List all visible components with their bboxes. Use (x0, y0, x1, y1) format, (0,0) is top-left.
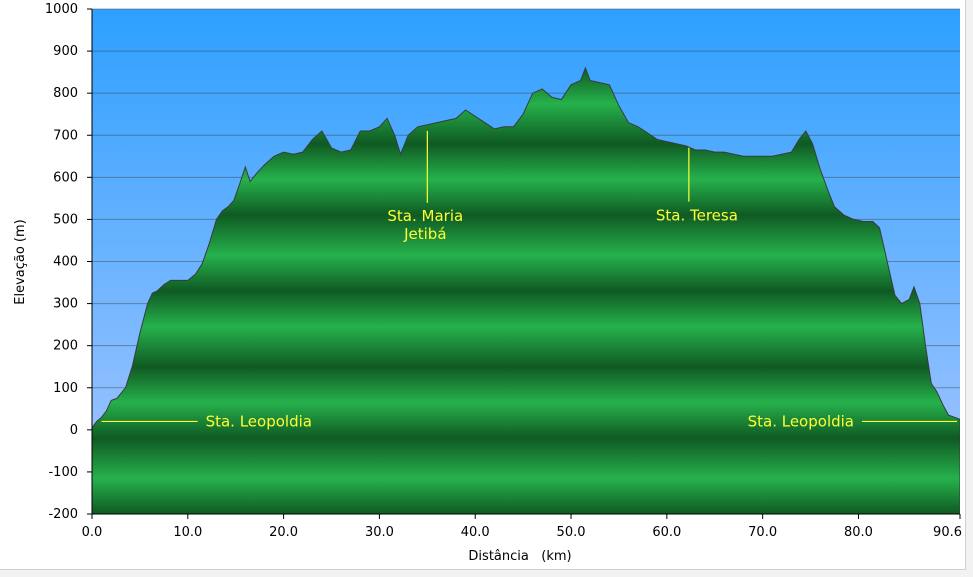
annotation-label: Sta. Leopoldia (206, 412, 312, 430)
x-tick-label: 10.0 (173, 525, 202, 540)
x-tick-label: 40.0 (461, 525, 490, 540)
x-axis-ticks: 0.0 10.0 20.0 30.0 40.0 50.0 60.0 70.0 80.0 90.6 (82, 514, 962, 540)
y-tick-label: 300 (53, 297, 78, 312)
annotation-label: Sta. Leopoldia (748, 412, 854, 430)
x-tick-label: 60.0 (652, 525, 681, 540)
y-tick-label: 900 (53, 44, 78, 59)
y-tick-label: 700 (53, 128, 78, 143)
x-tick-label: 70.0 (748, 525, 777, 540)
y-tick-label: 800 (53, 86, 78, 101)
y-tick-label: 0 (70, 423, 78, 438)
x-tick-label: 20.0 (269, 525, 298, 540)
y-tick-label: 100 (53, 381, 78, 396)
y-axis-title: Elevação (m) (13, 219, 28, 305)
y-tick-label: -100 (48, 465, 78, 480)
x-axis-title: Distância (km) (468, 549, 571, 564)
y-tick-label: 1000 (45, 2, 78, 17)
y-tick-label: -200 (48, 507, 78, 522)
annotation-label: Sta. Maria (387, 207, 463, 225)
y-tick-label: 600 (53, 170, 78, 185)
x-tick-label: 50.0 (557, 525, 586, 540)
x-tick-label: 90.6 (933, 525, 962, 540)
x-tick-label: 0.0 (82, 525, 103, 540)
x-tick-label: 30.0 (365, 525, 394, 540)
elevation-area (92, 66, 960, 514)
y-tick-label: 200 (53, 339, 78, 354)
y-tick-label: 400 (53, 255, 78, 270)
annotation-label: Jetibá (403, 225, 446, 243)
annotation-label: Sta. Teresa (656, 207, 738, 225)
x-tick-label: 80.0 (844, 525, 873, 540)
y-tick-label: 500 (53, 212, 78, 227)
